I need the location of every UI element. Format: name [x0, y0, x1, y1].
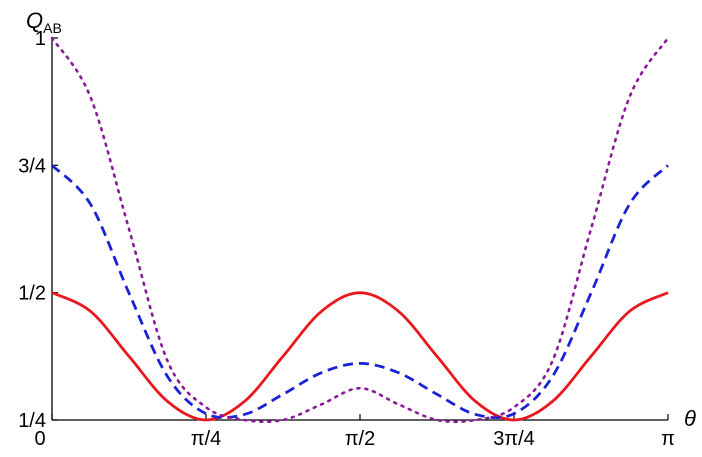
- y-axis-title: QAB: [26, 8, 62, 36]
- y-tick-label: 3/4: [18, 155, 46, 177]
- series-line-dashed: [51, 164, 669, 420]
- x-tick-label: π/2: [345, 428, 375, 450]
- series-line-solid: [51, 291, 669, 422]
- labels: 1/4 1/2 3/4 1 0 π/4 π/2 3π/4 π QAB θ: [18, 8, 696, 450]
- y-axis-title-main: Q: [26, 8, 43, 33]
- series-line-dotted: [50, 36, 670, 424]
- x-axis-title: θ: [684, 406, 696, 431]
- y-axis-title-sub: AB: [43, 20, 62, 36]
- x-tick-label: π/4: [191, 428, 221, 450]
- y-tick-label: 1/2: [18, 283, 46, 305]
- x-tick-label: π: [661, 428, 675, 450]
- y-tick-label: 1: [35, 28, 46, 50]
- x-tick-label: 3π/4: [493, 428, 535, 450]
- series-layer: [50, 36, 670, 424]
- y-tick-label: 1/4: [18, 410, 46, 432]
- x-tick-label: 0: [34, 428, 45, 450]
